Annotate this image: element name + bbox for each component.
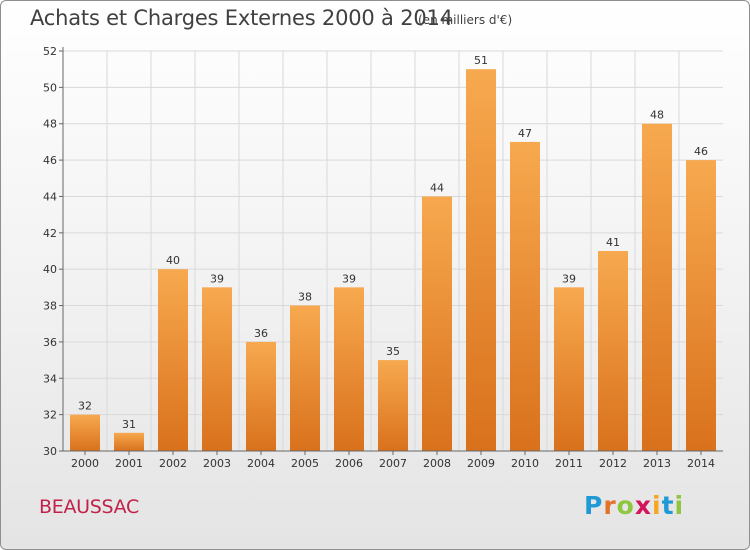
x-tick-label: 2009 <box>467 457 495 470</box>
y-tick-label: 40 <box>43 263 57 276</box>
bar-value-label: 31 <box>122 418 136 431</box>
bar <box>114 432 144 451</box>
bar <box>466 69 496 451</box>
y-tick-label: 30 <box>43 445 57 458</box>
bar <box>422 196 452 451</box>
bar-value-label: 51 <box>474 54 488 67</box>
y-tick-label: 34 <box>43 372 57 385</box>
proxiti-logo: Proxiti <box>584 491 684 520</box>
bar <box>70 414 100 451</box>
bar-value-label: 47 <box>518 127 532 140</box>
x-tick-label: 2011 <box>555 457 583 470</box>
y-tick-label: 32 <box>43 409 57 422</box>
bar <box>510 141 540 451</box>
x-tick-label: 2006 <box>335 457 363 470</box>
x-tick-label: 2013 <box>643 457 671 470</box>
bar <box>642 123 672 452</box>
logo-letter: i <box>674 491 685 520</box>
bar <box>334 287 364 451</box>
bar-value-label: 35 <box>386 345 400 358</box>
logo-letter: P <box>584 491 604 520</box>
logo-letter: o <box>616 491 635 520</box>
logo-letter: t <box>661 491 675 520</box>
bar-value-label: 39 <box>562 272 576 285</box>
chart-unit: (en milliers d'€) <box>418 13 513 27</box>
bar-value-label: 36 <box>254 327 268 340</box>
bar <box>554 287 584 451</box>
bar <box>686 160 716 451</box>
logo-letter: x <box>634 491 652 520</box>
bar-value-label: 39 <box>342 272 356 285</box>
x-tick-label: 2007 <box>379 457 407 470</box>
bar-value-label: 44 <box>430 181 444 194</box>
y-tick-label: 44 <box>43 190 57 203</box>
bar <box>158 269 188 451</box>
bar-value-label: 41 <box>606 236 620 249</box>
bar <box>378 360 408 451</box>
x-tick-label: 2005 <box>291 457 319 470</box>
x-tick-label: 2001 <box>115 457 143 470</box>
bar <box>202 287 232 451</box>
x-tick-label: 2014 <box>687 457 715 470</box>
x-tick-label: 2012 <box>599 457 627 470</box>
y-tick-label: 46 <box>43 154 57 167</box>
bar <box>598 251 628 451</box>
bar-value-label: 40 <box>166 254 180 267</box>
x-tick-label: 2000 <box>71 457 99 470</box>
bar <box>246 341 276 451</box>
y-tick-label: 42 <box>43 227 57 240</box>
bar-value-label: 46 <box>694 145 708 158</box>
bar <box>290 305 320 451</box>
x-tick-label: 2002 <box>159 457 187 470</box>
bars <box>70 69 716 452</box>
y-tick-label: 38 <box>43 300 57 313</box>
bar-value-label: 38 <box>298 291 312 304</box>
logo-letter: r <box>603 491 617 520</box>
x-tick-label: 2008 <box>423 457 451 470</box>
x-tick-label: 2003 <box>203 457 231 470</box>
y-tick-label: 48 <box>43 118 57 131</box>
y-tick-label: 52 <box>43 45 57 58</box>
bar-value-label: 32 <box>78 400 92 413</box>
x-tick-label: 2010 <box>511 457 539 470</box>
x-tick-label: 2004 <box>247 457 275 470</box>
logo-letter: i <box>652 491 662 520</box>
labels: 30 32 34 36 38 40 42 44 46 48 50 52 32 2000 31 2001 40 20… <box>43 45 715 470</box>
bar-value-label: 48 <box>650 109 664 122</box>
bar-value-label: 39 <box>210 272 224 285</box>
axes <box>59 47 723 455</box>
y-tick-label: 36 <box>43 336 57 349</box>
commune-name: BEAUSSAC <box>39 496 139 518</box>
chart-title: Achats et Charges Externes 2000 à 2014 <box>30 6 453 30</box>
y-tick-label: 50 <box>43 81 57 94</box>
